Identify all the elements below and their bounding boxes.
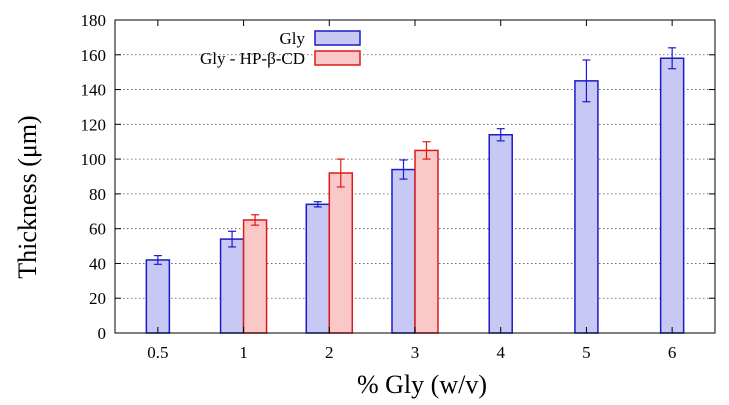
bars — [145, 57, 685, 334]
y-tick-label: 20 — [89, 289, 106, 308]
y-tick-label: 160 — [81, 46, 107, 65]
bar — [574, 80, 599, 334]
y-tick-label: 140 — [81, 81, 107, 100]
x-tick-label: 5 — [582, 343, 591, 362]
error-bars — [153, 47, 677, 265]
y-tick-label: 120 — [81, 115, 107, 134]
legend-swatch — [314, 50, 361, 66]
bar — [414, 149, 439, 334]
legend-label: Gly — [280, 29, 306, 48]
y-tick-label: 40 — [89, 254, 106, 273]
bar — [488, 134, 513, 334]
y-tick-label: 60 — [89, 220, 106, 239]
legend-swatch — [314, 30, 361, 46]
x-axis-title: % Gly (w/v) — [357, 370, 487, 399]
x-tick-label: 4 — [496, 343, 505, 362]
bar — [391, 168, 416, 334]
legend-label: Gly - HP-β-CD — [200, 49, 305, 68]
axis-ticks: 0 20 40 60 80 100 120 140 160 180 0.5 1 2 3 4 5 6 — [81, 11, 715, 362]
x-tick-label: 3 — [411, 343, 420, 362]
y-tick-label: 100 — [81, 150, 107, 169]
y-tick-label: 180 — [81, 11, 107, 30]
y-axis-title: Thickness (μm) — [13, 115, 42, 278]
bar — [242, 219, 268, 334]
x-tick-label: 2 — [325, 343, 334, 362]
bar — [145, 259, 171, 334]
y-tick-label: 80 — [89, 185, 106, 204]
bar — [305, 203, 331, 334]
bar — [328, 172, 354, 334]
x-tick-label: 1 — [239, 343, 248, 362]
bar — [219, 238, 245, 334]
bar — [659, 57, 685, 334]
x-tick-label: 6 — [668, 343, 677, 362]
x-tick-label: 0.5 — [147, 343, 168, 362]
y-tick-label: 0 — [98, 324, 107, 343]
